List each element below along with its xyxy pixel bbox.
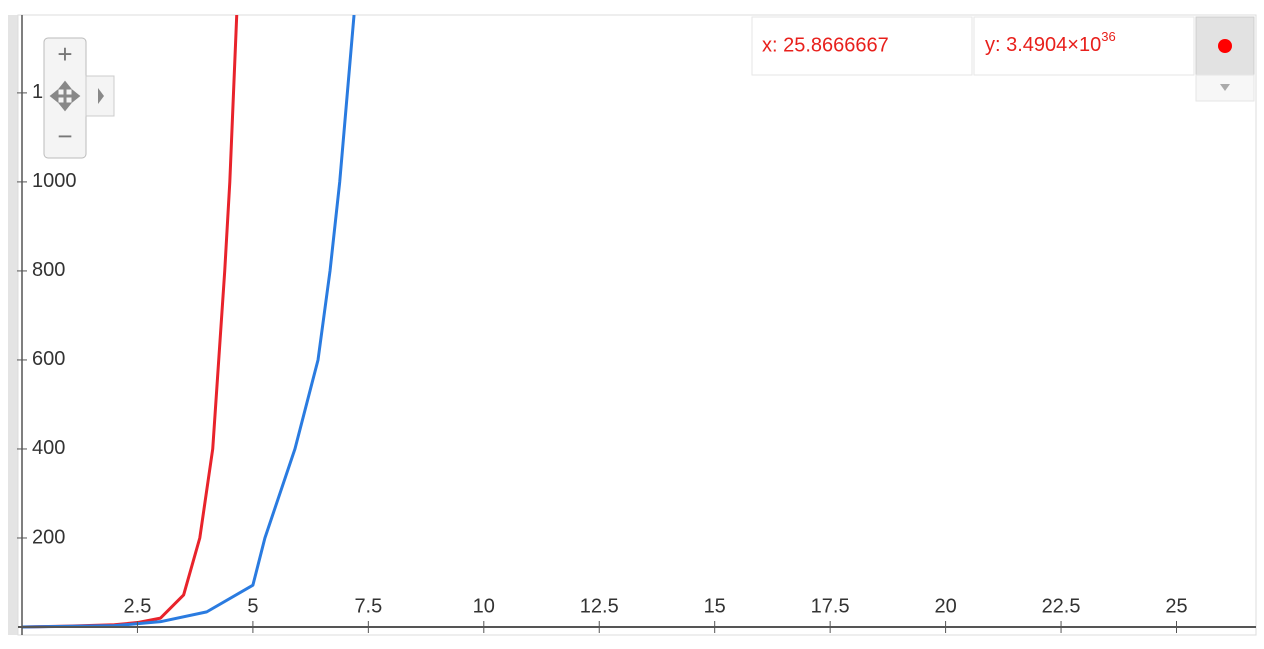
x-tick-label: 7.5: [354, 595, 382, 617]
y-tick-label: 400: [32, 437, 65, 459]
y-readout-base: y: 3.4904×10: [985, 34, 1101, 56]
x-tick-label: 12.5: [580, 595, 619, 617]
zoom-in[interactable]: +: [57, 39, 72, 69]
x-readout-box: [751, 16, 973, 76]
y-readout-box: [973, 16, 1195, 76]
zoom-out[interactable]: −: [57, 121, 72, 151]
y-tick-label: 800: [32, 259, 65, 281]
point-dot: [1218, 39, 1232, 53]
x-tick-label: 20: [934, 595, 956, 617]
curve: [21, 15, 356, 629]
x-tick-label: 25: [1165, 595, 1187, 617]
x-tick-label: 5: [247, 595, 258, 617]
dropdown-arrow: [1220, 84, 1230, 91]
left-border: [8, 15, 18, 635]
y-tick-label: 600: [32, 348, 65, 370]
y-tick-label: 1000: [32, 170, 77, 192]
plot-area: [17, 14, 1257, 636]
x-tick-label: 15: [704, 595, 726, 617]
x-tick-label: 2.5: [124, 595, 152, 617]
readout-panel: x: 25.8666667 y: 3.4904×1036: [751, 16, 1255, 102]
y-readout-exponent: 36: [1101, 29, 1115, 44]
x-tick-label: 22.5: [1042, 595, 1081, 617]
x-tick-label: 10: [473, 595, 495, 617]
expand-arrow: [98, 88, 104, 104]
y-readout: y: 3.4904×1036: [985, 29, 1116, 56]
x-tick-label: 17.5: [811, 595, 850, 617]
plot-content: [21, 15, 356, 629]
zoom-control: + −: [43, 37, 115, 159]
y-tick-label: 200: [32, 526, 65, 548]
pan-icon[interactable]: [49, 80, 81, 112]
x-readout: x: 25.8666667: [762, 34, 889, 56]
